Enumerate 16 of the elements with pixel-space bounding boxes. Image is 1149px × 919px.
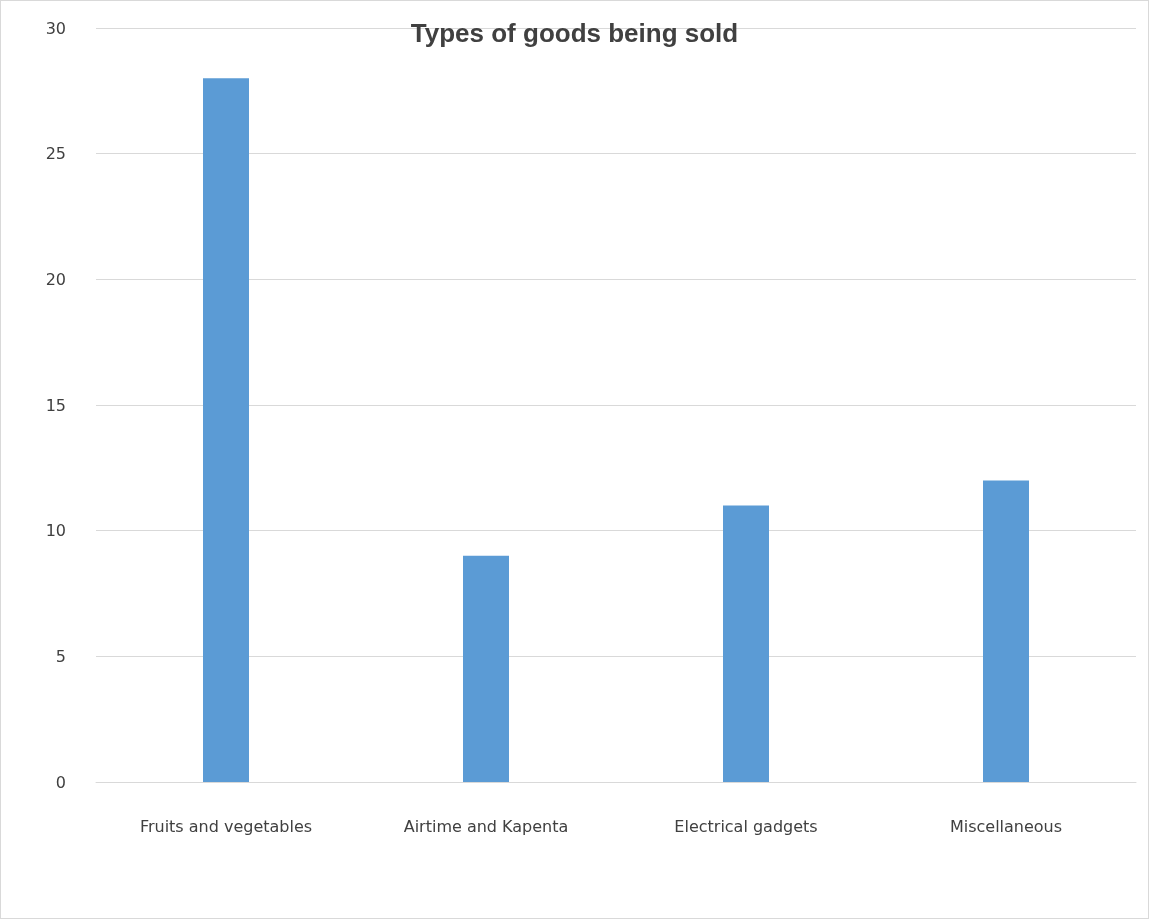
bar bbox=[723, 505, 769, 782]
chart-title: Types of goods being sold bbox=[410, 18, 739, 48]
bar bbox=[463, 555, 509, 782]
y-tick-label: 10 bbox=[45, 521, 66, 541]
bar bbox=[983, 480, 1029, 782]
x-tick-label: Miscellaneous bbox=[949, 816, 1063, 836]
y-tick-label: 15 bbox=[45, 395, 66, 415]
y-tick-label: 20 bbox=[45, 269, 66, 289]
x-tick-label: Airtime and Kapenta bbox=[403, 816, 569, 836]
y-tick-label: 30 bbox=[45, 18, 66, 38]
y-tick-label: 25 bbox=[45, 144, 66, 164]
x-tick-label: Fruits and vegetables bbox=[139, 816, 313, 836]
y-tick-label: 5 bbox=[55, 646, 66, 666]
y-tick-label: 0 bbox=[55, 772, 66, 792]
bar bbox=[203, 78, 249, 782]
x-tick-label: Electrical gadgets bbox=[674, 816, 818, 836]
